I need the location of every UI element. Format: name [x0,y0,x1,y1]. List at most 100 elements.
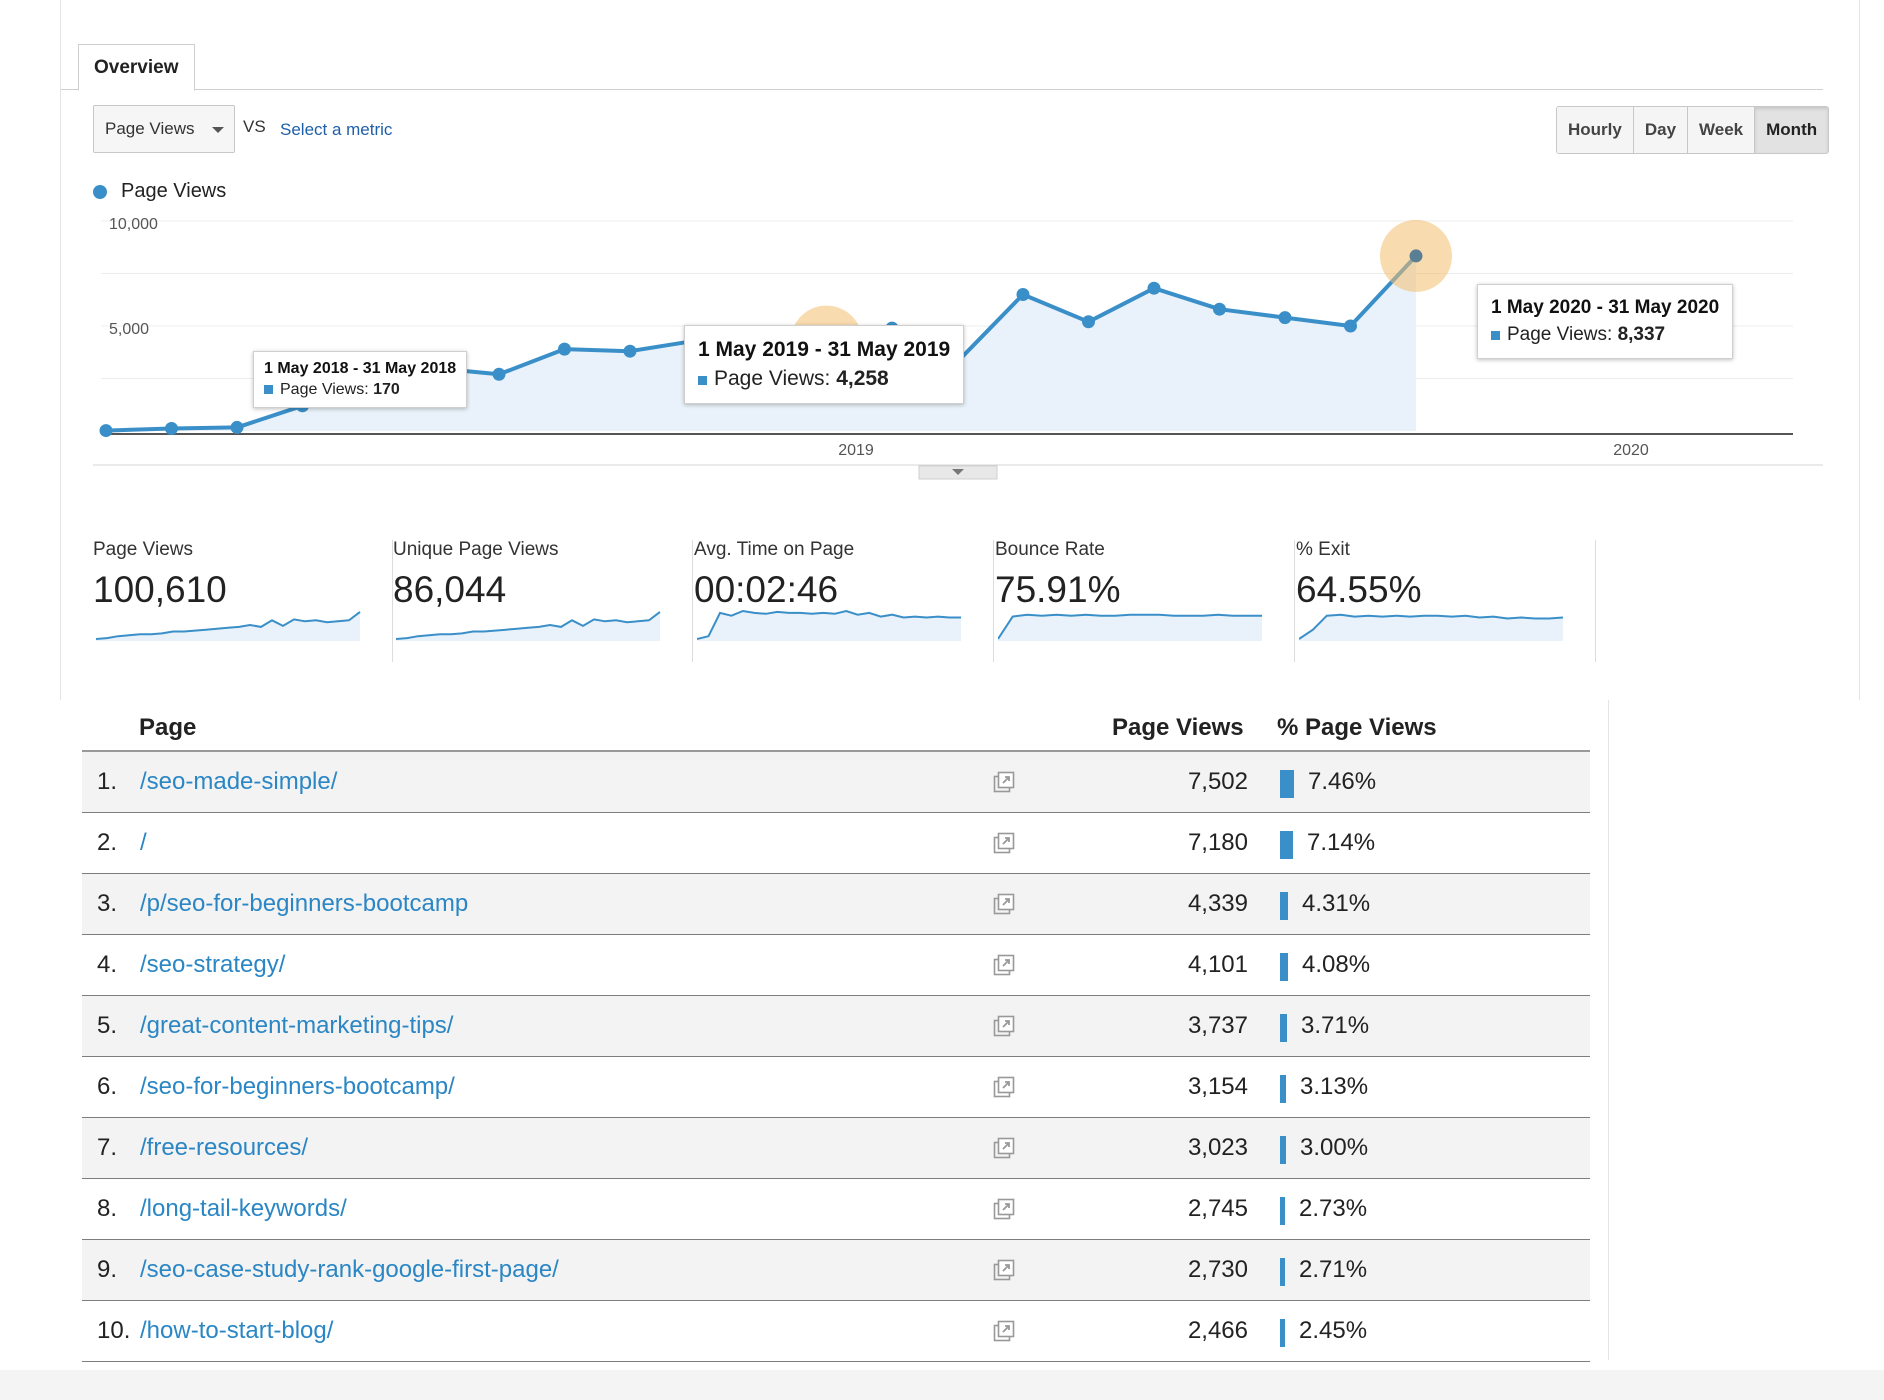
row-number: 8. [97,1195,118,1222]
open-external-icon[interactable] [992,1014,1016,1038]
page-link[interactable]: /p/seo-for-beginners-bootcamp [140,890,469,917]
tooltip-label: Page Views: [714,367,837,390]
open-external-icon[interactable] [992,1319,1016,1343]
sparkline-area [697,611,961,641]
table-row: 7. /free-resources/3,023 3.00% [82,1118,1590,1179]
chart-tooltip: 1 May 2019 - 31 May 2019 Page Views: 4,2… [684,325,965,404]
sparkline [1299,613,1564,641]
page-link[interactable]: /seo-strategy/ [140,951,286,978]
open-external-icon[interactable] [992,831,1016,855]
scorecard-bounce-rate[interactable]: Bounce Rate 75.91% [995,535,1295,662]
percent-bar [1280,1014,1287,1042]
percent-value: 3.00% [1300,1134,1369,1161]
column-header-percent-page-views[interactable]: % Page Views [1277,714,1437,741]
granularity-day-button[interactable]: Day [1632,107,1688,153]
scorecard-page-views[interactable]: Page Views 100,610 [93,535,393,662]
page-link[interactable]: /seo-made-simple/ [140,768,338,795]
chart-tooltip: 1 May 2018 - 31 May 2018 Page Views: 170 [253,351,468,408]
table-row: 8. /long-tail-keywords/2,745 2.73% [82,1179,1590,1240]
data-point[interactable] [1409,249,1423,263]
open-external-icon[interactable] [992,1075,1016,1099]
open-external-icon[interactable] [992,1258,1016,1282]
column-header-page-views[interactable]: Page Views [1112,714,1244,741]
row-number: 9. [97,1256,118,1283]
percent-value: 2.71% [1299,1256,1368,1283]
data-point[interactable] [492,367,506,381]
scorecard-avg-time-on-page[interactable]: Avg. Time on Page 00:02:46 [694,535,994,662]
percent-bar [1280,1136,1286,1164]
page-views-value: 3,737 [1187,1012,1248,1039]
sparkline [998,613,1262,641]
page-link[interactable]: /long-tail-keywords/ [140,1195,347,1222]
tooltip-title: 1 May 2019 - 31 May 2019 [698,338,951,361]
metric-dropdown[interactable]: Page Views [93,105,235,153]
chart-tooltip: 1 May 2020 - 31 May 2020 Page Views: 8,3… [1477,284,1734,359]
column-header-page[interactable]: Page [139,714,197,741]
data-point[interactable] [1147,281,1161,295]
sparkline [697,609,961,641]
data-point[interactable] [230,420,244,434]
open-external-icon[interactable] [992,953,1016,977]
tab-bar: Overview [61,44,1823,91]
granularity-week-button[interactable]: Week [1687,107,1755,153]
sparkline-line [1299,613,1564,640]
scorecard-value: 75.91% [995,569,1121,610]
row-number: 3. [97,890,118,917]
data-point[interactable] [623,344,637,358]
scorecard-value: 00:02:46 [694,569,839,610]
scorecard-label: Unique Page Views [393,539,559,560]
tab-overview[interactable]: Overview [78,44,195,91]
tooltip-value: 4,258 [836,367,889,390]
page-link[interactable]: / [140,829,147,856]
percent-bar [1280,892,1288,920]
page-link[interactable]: /seo-case-study-rank-google-first-page/ [140,1256,559,1283]
sparkline-area [998,614,1262,641]
granularity-selector: Hourly Day Week Month [1556,106,1830,154]
percent-value: 3.13% [1300,1073,1369,1100]
sparkline-area [96,611,360,641]
scorecard-value: 100,610 [93,569,227,610]
percent-value: 4.08% [1302,951,1371,978]
table-row: 6. /seo-for-beginners-bootcamp/3,154 3.13% [82,1057,1590,1118]
row-number: 1. [97,768,118,795]
page-views-value: 4,101 [1187,951,1248,978]
open-external-icon[interactable] [992,1136,1016,1160]
chevron-down-icon [212,127,224,133]
tooltip-value: 170 [373,381,400,398]
percent-value: 2.45% [1299,1317,1368,1344]
scorecard-unique-page-views[interactable]: Unique Page Views 86,044 [393,535,693,662]
page-views-chart: 10,000 5,000 2019 2020 [93,216,1823,480]
data-point[interactable] [1344,319,1357,333]
select-metric-link[interactable]: Select a metric [280,120,393,139]
data-point[interactable] [558,342,571,356]
y-tick-label: 5,000 [109,321,149,338]
page-views-value: 3,023 [1187,1134,1248,1161]
data-point[interactable] [165,421,178,435]
row-number: 7. [97,1134,118,1161]
open-external-icon[interactable] [992,892,1016,916]
page-link[interactable]: /how-to-start-blog/ [140,1317,334,1344]
page-views-value: 7,180 [1187,829,1248,856]
open-external-icon[interactable] [992,1197,1016,1221]
table-row: 10. /how-to-start-blog/2,466 2.45% [82,1301,1590,1362]
page-link[interactable]: /great-content-marketing-tips/ [140,1012,454,1039]
row-number: 2. [97,829,118,856]
page-views-value: 2,466 [1187,1317,1248,1344]
data-point[interactable] [1213,302,1226,316]
scorecard-exit[interactable]: % Exit 64.55% [1296,535,1596,662]
granularity-hourly-button[interactable]: Hourly [1557,107,1633,153]
data-point[interactable] [1278,311,1292,325]
data-point[interactable] [1016,288,1030,301]
open-external-icon[interactable] [992,770,1016,794]
metric-dropdown-label: Page Views [105,119,195,138]
series-square-icon [1491,331,1500,340]
chart-collapse-handle[interactable] [918,465,998,480]
percent-bar [1280,831,1293,859]
page-link[interactable]: /free-resources/ [140,1134,309,1161]
percent-value: 7.46% [1308,768,1377,795]
analytics-panel: Overview Page Views VS Select a metric H… [60,0,1860,700]
page-link[interactable]: /seo-for-beginners-bootcamp/ [140,1073,455,1100]
data-point[interactable] [99,424,113,438]
data-point[interactable] [1082,315,1095,329]
granularity-month-button[interactable]: Month [1754,107,1829,153]
